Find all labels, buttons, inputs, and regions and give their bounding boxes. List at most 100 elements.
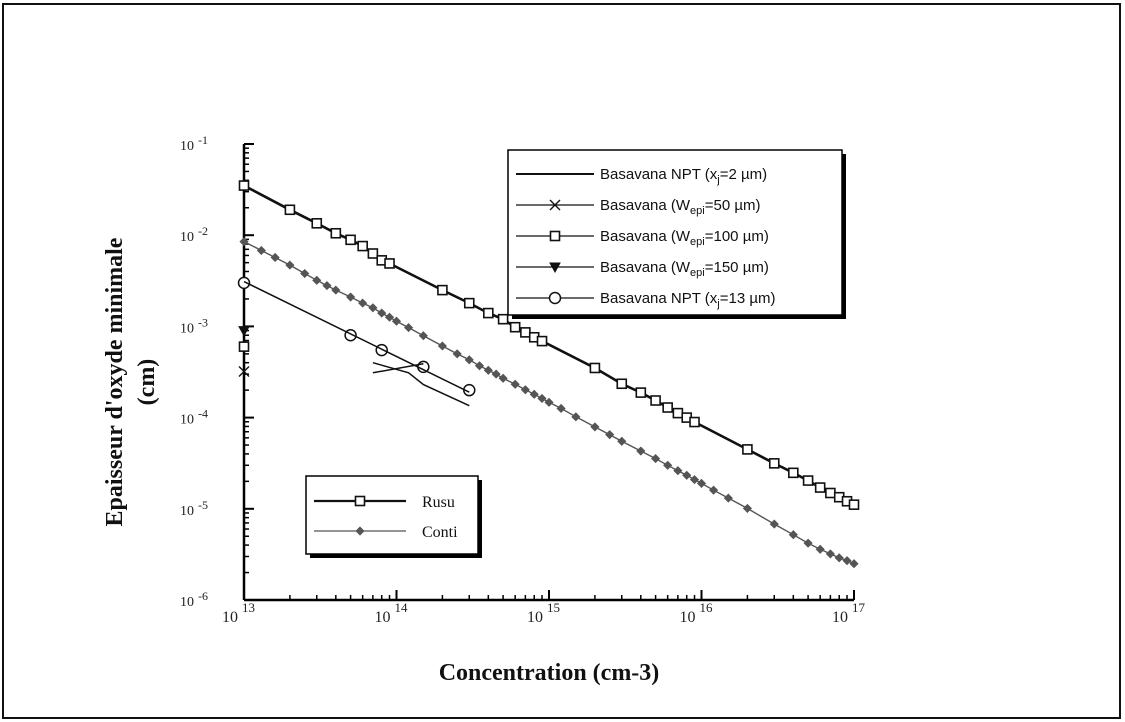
data-point-rusu [483,307,494,319]
data-point-npt13 [375,343,388,357]
data-point-conti [391,316,402,326]
data-point-conti [556,403,566,414]
series-w50 [238,366,250,378]
x-tick-label: 1013 [222,600,255,626]
data-point-conti [590,422,600,432]
data-point-rusu [345,234,356,246]
data-point-npt13 [237,276,251,290]
x-tick-label: 1015 [527,600,560,626]
data-point-conti [384,312,395,322]
data-point-conti [368,303,378,313]
data-point-conti [464,355,474,365]
data-point-rusu [311,218,323,229]
data-point-conti [709,485,719,495]
y-axis-label: (cm) [134,359,160,406]
legend-marker [355,526,365,536]
data-point-conti [636,446,646,456]
y-tick-label: 10 -1 [180,133,208,154]
data-point-conti [452,349,462,359]
data-point-conti [270,252,280,263]
data-point-rusu [802,475,814,486]
data-point-rusu [650,395,661,406]
data-point-conti [815,544,825,554]
data-point-conti [696,478,707,488]
data-point-conti [404,323,414,333]
legend-top-box [507,149,843,316]
data-point-conti [498,373,508,383]
data-point-conti [520,385,530,395]
data-point-rusu [330,227,342,239]
data-point-rusu [463,297,475,309]
data-point-conti [663,460,673,470]
data-point-rusu [788,467,799,479]
series-line-npt13_line [243,280,470,393]
data-point-rusu [742,444,753,455]
y-axis-label: Epaisseur d'oxyde minimale [102,237,128,526]
legend-marker [549,262,561,274]
data-point-conti [358,298,368,308]
series-line-npt2 [372,361,470,407]
data-point-rusu [848,499,860,510]
series-npt2b [372,362,424,374]
data-point-conti [834,553,844,563]
data-point-rusu [520,327,531,338]
data-point-rusu [589,362,601,374]
data-point-rusu [662,402,673,413]
series-conti [239,237,859,569]
y-tick-label: 10 -4 [180,407,208,428]
legend-entry-npt2: Basavana NPT (xj=2 µm) [516,166,767,186]
data-point-conti [377,308,387,318]
data-point-conti [510,379,520,389]
data-point-conti [742,503,752,513]
x-tick-label: 1016 [680,600,714,626]
data-point-conti [769,519,779,529]
data-point-conti [322,281,332,291]
data-point-rusu [238,180,250,191]
data-point-rusu [689,416,700,428]
legend-label: Basavana (Wepi=50 µm) [600,197,760,217]
data-point-rusu [672,407,684,419]
legend-marker [549,199,561,211]
data-point-conti [723,493,733,503]
data-point-rusu [509,321,521,333]
legend-entry-npt13: Basavana NPT (xj=13 µm) [516,290,775,310]
data-point-rusu [825,487,836,499]
data-point-conti [788,530,798,540]
data-point-conti [849,559,859,569]
data-point-conti [689,475,700,485]
data-point-conti [491,369,501,379]
data-point-conti [682,470,692,480]
legend-label: Basavana NPT (xj=13 µm) [600,290,775,310]
legend-marker [549,230,561,242]
data-point-rusu [635,387,647,398]
data-point-rusu [357,240,368,252]
data-point-rusu [814,482,826,493]
data-point-rusu [367,248,379,259]
data-point-conti [285,260,295,270]
legend-entry-conti: Conti [314,524,458,541]
data-point-rusu [536,335,548,347]
series-line-npt2b [372,362,424,374]
x-tick-label: 1017 [832,600,866,626]
legend-entry-w50: Basavana (Wepi=50 µm) [516,197,760,217]
legend-bottom-box [305,475,479,555]
legend-entry-rusu: Rusu [314,494,455,511]
data-point-w150 [238,326,250,337]
data-point-conti [842,556,852,566]
legend-entry-w150: Basavana (Wepi=150 µm) [516,259,769,279]
data-point-conti [239,237,249,247]
data-point-conti [256,245,266,256]
data-point-rusu [616,378,628,390]
x-axis-label: Concentration (cm-3) [439,660,660,686]
legend-label: Basavana (Wepi=100 µm) [600,228,769,248]
legend-label: Basavana NPT (xj=2 µm) [600,166,767,186]
data-point-conti [474,361,485,371]
data-point-conti [312,275,322,285]
data-point-rusu [497,313,509,325]
data-point-conti [605,430,615,440]
data-point-conti [437,341,447,351]
data-point-conti [673,466,683,476]
series-npt13_line [243,280,470,393]
data-point-w100 [238,341,250,352]
